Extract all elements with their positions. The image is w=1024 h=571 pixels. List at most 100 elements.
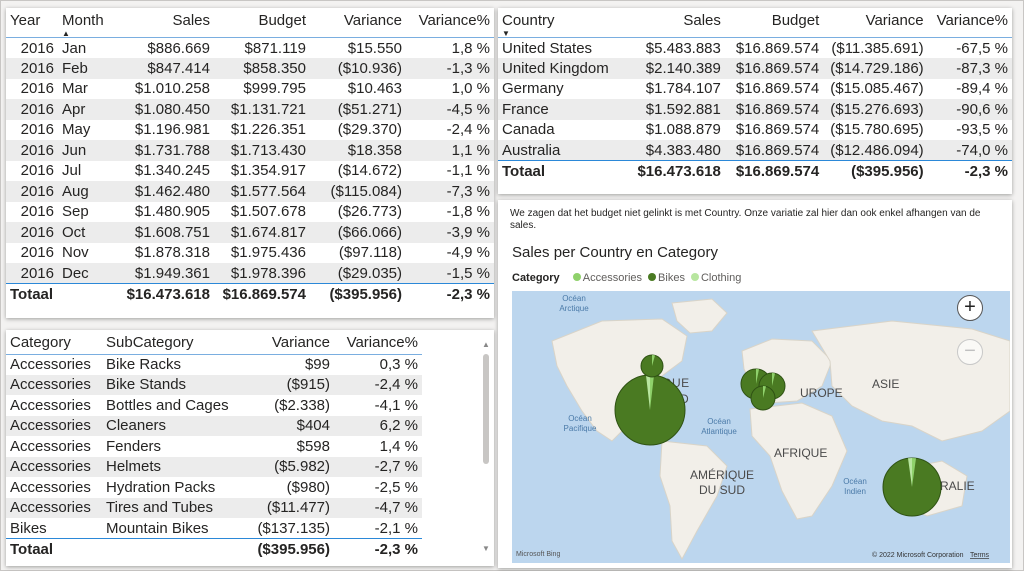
- total-cell: $16.869.574: [214, 283, 310, 306]
- table-cell: Accessories: [6, 456, 102, 477]
- note-text: We zagen dat het budget niet gelinkt is …: [510, 208, 981, 231]
- table-row[interactable]: 2016 Dec $1.949.361 $1.978.396 ($29.035) -1,5…: [6, 263, 494, 284]
- table-row[interactable]: Accessories Hydration Packs ($980) -2,5 %: [6, 477, 422, 498]
- table-cell: 2016: [20, 121, 54, 139]
- table-row[interactable]: Australia $4.383.480 $16.869.574 ($12.486.0…: [498, 140, 1012, 161]
- table-row[interactable]: 2016 Nov $1.878.318 $1.975.436 ($97.118) -4,9…: [6, 243, 494, 264]
- column-header-variance-[interactable]: Variance%: [346, 334, 418, 351]
- table-row[interactable]: 2016 Jun $1.731.788 $1.713.430 $18.358 1,1 %: [6, 140, 494, 161]
- table-cell: Canada: [502, 121, 555, 139]
- table-cell: Aug: [58, 181, 114, 202]
- table-cell: 2016: [20, 203, 54, 221]
- table-row[interactable]: 2016 Jul $1.340.245 $1.354.917 ($14.672) -1,1…: [6, 161, 494, 182]
- zoom-in-button[interactable]: +: [957, 295, 983, 321]
- total-cell: Totaal: [6, 283, 58, 306]
- table-row[interactable]: France $1.592.881 $16.869.574 ($15.276.693)…: [498, 99, 1012, 120]
- label-amerique-sud: AMÉRIQUE: [690, 467, 754, 482]
- zoom-out-button[interactable]: −: [957, 339, 983, 365]
- table-cell: Bike Racks: [106, 356, 182, 373]
- table-row[interactable]: Accessories Bike Stands ($915) -2,4 %: [6, 374, 422, 395]
- table-cell: $1.354.917: [230, 162, 306, 180]
- total-cell: $16.473.618: [114, 283, 214, 306]
- table-cell: 2016: [6, 222, 58, 243]
- monthly-variance-table[interactable]: Year Month ▲ Sales Budget Variance Variance% 2…: [6, 8, 494, 318]
- table-cell: Jan: [62, 39, 87, 57]
- column-header-variance[interactable]: Variance: [865, 12, 924, 29]
- table-row[interactable]: Accessories Helmets ($5.982) -2,7 %: [6, 456, 422, 477]
- legend-dot-bikes: [648, 273, 657, 281]
- table-cell: -67,5 %: [956, 39, 1008, 57]
- svg-text:Pacifique: Pacifique: [564, 424, 597, 433]
- table-cell: $1.784.107: [645, 80, 721, 98]
- column-header-budget[interactable]: Budget: [258, 12, 306, 29]
- column-header-category[interactable]: Category: [10, 334, 71, 351]
- column-header-budget[interactable]: Budget: [771, 12, 820, 29]
- legend-label-bikes[interactable]: Bikes: [658, 272, 685, 284]
- table-row[interactable]: 2016 May $1.196.981 $1.226.351 ($29.370) -2,4…: [6, 120, 494, 141]
- table-cell: Accessories: [10, 437, 91, 455]
- map-terms-link[interactable]: Terms: [970, 552, 990, 559]
- table-cell: $1.196.981: [134, 121, 210, 139]
- column-header-month[interactable]: Month ▲: [58, 8, 114, 38]
- table-cell: ($980): [286, 478, 330, 496]
- column-header-variance[interactable]: Variance: [343, 12, 402, 29]
- total-row: Totaal $16.473.618 $16.869.574 ($395.956) -2…: [498, 160, 1012, 183]
- table-cell: Cleaners: [102, 415, 246, 436]
- legend-label-clothing[interactable]: Clothing: [700, 272, 742, 284]
- column-header-variance-[interactable]: Variance%: [936, 12, 1008, 29]
- scroll-down-icon[interactable]: ▼: [482, 544, 490, 553]
- table-row[interactable]: 2016 Oct $1.608.751 $1.674.817 ($66.066) -3,9…: [6, 222, 494, 243]
- table-row[interactable]: Accessories Bottles and Cages ($2.338) -4,1…: [6, 395, 422, 416]
- table-cell: ($26.773): [337, 203, 402, 221]
- column-header-country[interactable]: Country ▼: [498, 8, 629, 38]
- sales-map[interactable]: Océan Arctique IQUE RD UROPE ASIE Océan …: [512, 291, 1010, 563]
- map-attribution: © 2022 Microsoft Corporation: [872, 551, 964, 559]
- pie-australia[interactable]: [882, 457, 942, 517]
- column-header-variance-[interactable]: Variance%: [418, 12, 490, 29]
- sort-descending-icon[interactable]: ▼: [502, 29, 510, 38]
- column-header-variance[interactable]: Variance: [271, 334, 330, 351]
- table-row[interactable]: 2016 Sep $1.480.905 $1.507.678 ($26.773) -1,8…: [6, 202, 494, 223]
- scroll-up-icon[interactable]: ▲: [482, 340, 490, 349]
- table-row[interactable]: 2016 Apr $1.080.450 $1.131.721 ($51.271) -4,5…: [6, 99, 494, 120]
- table-cell: $871.119: [244, 39, 306, 57]
- pie-united-states[interactable]: [614, 374, 686, 446]
- table-cell: $1.340.245: [134, 162, 210, 180]
- table-row[interactable]: Canada $1.088.879 $16.869.574 ($15.780.695)…: [498, 120, 1012, 141]
- table-cell: Jul: [62, 162, 82, 180]
- table-row[interactable]: 2016 Mar $1.010.258 $999.795 $10.463 1,0 %: [6, 79, 494, 100]
- table-cell: $1.577.564: [214, 181, 310, 202]
- table-cell: ($14.729.186): [823, 58, 928, 79]
- scrollbar-thumb[interactable]: [483, 354, 489, 464]
- column-header-subcategory[interactable]: SubCategory: [106, 334, 194, 351]
- table-row[interactable]: Germany $1.784.107 $16.869.574 ($15.085.467…: [498, 79, 1012, 100]
- total-cell: ($395.956): [823, 160, 928, 183]
- table-cell: 2016: [20, 162, 54, 180]
- table-row[interactable]: Accessories Cleaners $404 6,2 %: [6, 415, 422, 436]
- column-header-sales[interactable]: Sales: [683, 12, 721, 29]
- total-cell: Totaal: [6, 538, 102, 561]
- table-row[interactable]: United States $5.483.883 $16.869.574 ($11.3…: [498, 38, 1012, 59]
- table-row[interactable]: United Kingdom $2.140.389 $16.869.574 ($14.…: [498, 58, 1012, 79]
- legend-label-accessories[interactable]: Accessories: [582, 272, 643, 284]
- table-row[interactable]: 2016 Feb $847.414 $858.350 ($10.936) -1,3 %: [6, 58, 494, 79]
- sort-ascending-icon[interactable]: ▲: [62, 29, 70, 38]
- table-row[interactable]: Accessories Tires and Tubes ($11.477) -4,7 …: [6, 497, 422, 518]
- country-variance-table[interactable]: Country ▼ Sales Budget Variance Variance% Uni…: [498, 8, 1012, 194]
- total-cell: -2,3 %: [927, 160, 1012, 183]
- table-cell: $1.462.480: [114, 181, 214, 202]
- table-row[interactable]: Accessories Fenders $598 1,4 %: [6, 436, 422, 457]
- legend-dot-accessories: [572, 273, 581, 281]
- label-afrique: AFRIQUE: [774, 446, 827, 460]
- table-row[interactable]: Accessories Bike Racks $99 0,3 %: [6, 354, 422, 375]
- table-row[interactable]: Bikes Mountain Bikes ($137.135) -2,1 %: [6, 518, 422, 539]
- subcategory-variance-table[interactable]: Category SubCategory Variance Variance% Acc…: [6, 330, 494, 566]
- column-header-sales[interactable]: Sales: [172, 12, 210, 29]
- table-scrollbar[interactable]: ▲ ▼: [482, 340, 490, 558]
- table-row[interactable]: 2016 Jan $886.669 $871.119 $15.550 1,8 %: [6, 38, 494, 59]
- column-header-year[interactable]: Year: [10, 12, 41, 29]
- table-row[interactable]: 2016 Aug $1.462.480 $1.577.564 ($115.084) -7,…: [6, 181, 494, 202]
- pie-france[interactable]: [750, 385, 776, 411]
- table-cell: 6,2 %: [334, 415, 422, 436]
- pie-canada[interactable]: [640, 354, 664, 378]
